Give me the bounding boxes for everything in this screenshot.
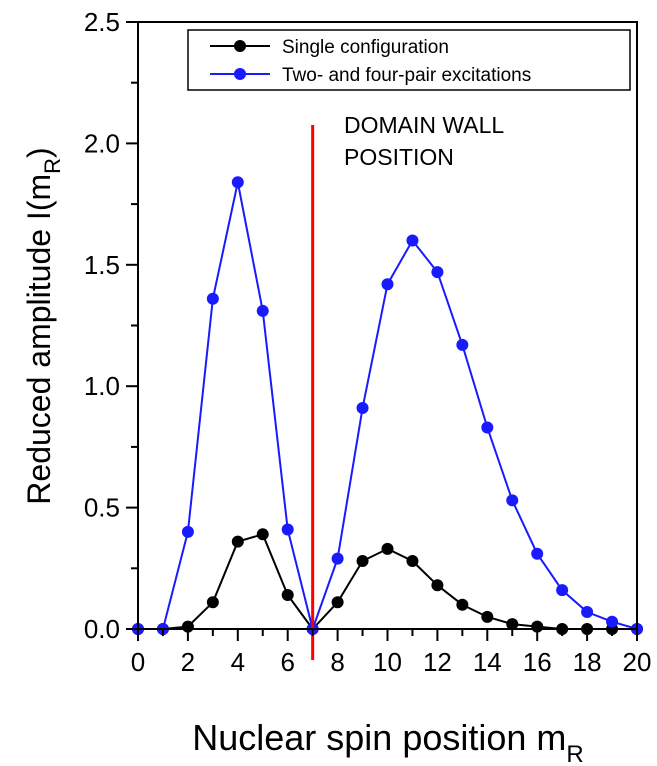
series-1-point <box>606 615 619 628</box>
y-axis-title-main: Reduced amplitude I(m <box>21 174 57 505</box>
y-tick-label: 1.5 <box>84 250 120 280</box>
y-tick-label: 2.5 <box>84 7 120 37</box>
series-0-point <box>431 579 444 592</box>
legend-label-excitations: Two- and four-pair excitations <box>282 65 531 86</box>
legend-label-single: Single configuration <box>282 37 449 58</box>
series-1-point <box>356 402 369 415</box>
series-0-point <box>256 528 269 541</box>
series-1-point <box>531 547 544 560</box>
x-tick-label: 18 <box>573 647 602 677</box>
series-1-point <box>331 552 344 565</box>
series-1-point <box>281 523 294 536</box>
x-tick-label: 0 <box>131 647 145 677</box>
annotation-line-2: POSITION <box>344 144 454 170</box>
x-tick-label: 10 <box>373 647 402 677</box>
series-0-point <box>356 555 369 568</box>
series-1-point <box>231 176 244 189</box>
series-0-point <box>506 618 519 631</box>
x-tick-label: 4 <box>231 647 245 677</box>
y-axis-title-close: ) <box>21 147 57 158</box>
series-0-point <box>281 589 294 602</box>
y-axis-title-subscript: R <box>40 158 65 174</box>
x-tick-label: 8 <box>330 647 344 677</box>
series-1-point <box>181 525 194 538</box>
x-tick-label: 16 <box>523 647 552 677</box>
plot-frame <box>137 21 638 630</box>
x-axis-title: Nuclear spin position mR <box>192 717 584 766</box>
series-0-point <box>231 535 244 548</box>
y-axis-title: Reduced amplitude I(mR) <box>21 147 65 504</box>
legend-marker-excitations <box>234 68 246 80</box>
legend-box <box>187 29 631 91</box>
series-1-point <box>556 584 569 597</box>
series-0-point <box>481 610 494 623</box>
x-tick-label: 20 <box>623 647 652 677</box>
series-1-point <box>381 278 394 291</box>
series-1-point <box>481 421 494 434</box>
series-1-point <box>456 338 469 351</box>
series-1-point <box>406 234 419 247</box>
annotation-line-1: DOMAIN WALL <box>344 112 504 138</box>
y-tick-label: 1.0 <box>84 371 120 401</box>
x-tick-label: 12 <box>423 647 452 677</box>
series-1-point <box>431 266 444 279</box>
x-tick-label: 14 <box>473 647 502 677</box>
series-0-point <box>331 596 344 609</box>
series-0-point <box>406 555 419 568</box>
x-tick-label: 6 <box>280 647 294 677</box>
y-tick-label: 2.0 <box>84 128 120 158</box>
x-tick-label: 2 <box>181 647 195 677</box>
series-1-point <box>506 494 519 507</box>
series-0-point <box>456 598 469 611</box>
series-0-point <box>381 542 394 555</box>
series-0-point <box>206 596 219 609</box>
x-axis-title-subscript: R <box>566 741 583 766</box>
y-tick-label: 0.5 <box>84 493 120 523</box>
y-tick-label: 0.0 <box>84 614 120 644</box>
series-1-point <box>206 292 219 305</box>
x-axis-title-main: Nuclear spin position m <box>192 717 566 758</box>
axis-layer: 0 2 4 6 8 10 12 14 16 18 20 0.0 0.5 1.0 1.5 2.0 2.5 <box>84 7 652 677</box>
legend-item-excitations: Two- and four-pair excitations <box>210 65 531 86</box>
series-1-point <box>581 606 594 619</box>
legend-item-single: Single configuration <box>210 37 449 58</box>
legend: Single configuration Two- and four-pair … <box>187 29 631 91</box>
legend-marker-single <box>234 40 246 52</box>
series-1-point <box>256 304 269 317</box>
